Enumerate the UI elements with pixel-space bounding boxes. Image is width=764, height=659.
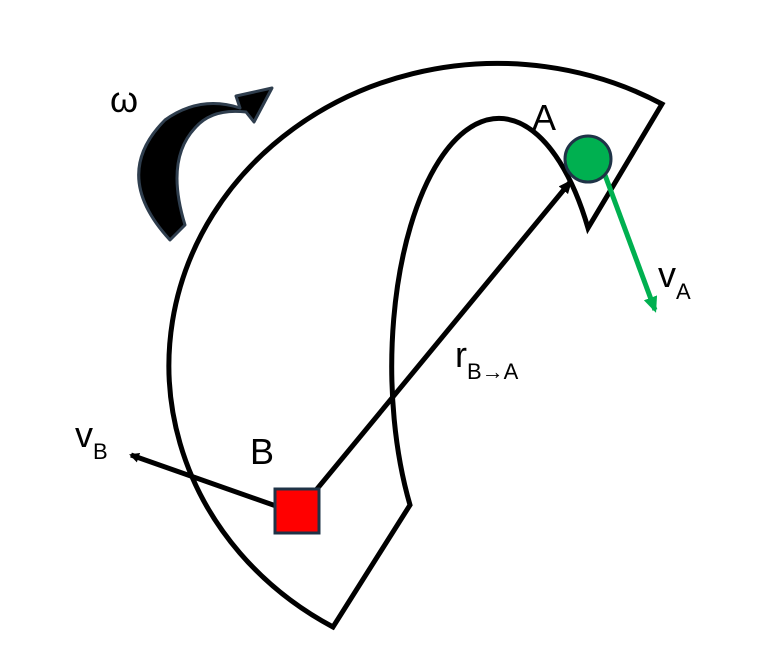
rigid-body-outline — [166, 60, 666, 631]
point-a-label: A — [532, 97, 556, 138]
point-b-label: B — [250, 431, 274, 472]
point-a-marker — [563, 134, 613, 184]
velocity-a-main: v — [658, 254, 676, 295]
position-vector-subscript: B→A — [467, 359, 519, 384]
velocity-vector-a — [602, 174, 658, 313]
omega-label: ω — [110, 79, 138, 120]
velocity-vector-b — [129, 452, 297, 516]
velocity-b-main: v — [75, 414, 93, 455]
position-vector-label: rB→A — [455, 334, 519, 384]
velocity-b-label: vB — [75, 414, 108, 464]
velocity-a-subscript: A — [676, 279, 691, 304]
velocity-a-label: vA — [658, 254, 691, 304]
point-b-marker — [273, 487, 321, 535]
rotation-arrow-icon — [137, 86, 274, 242]
position-vector-main: r — [455, 334, 467, 375]
position-vector-r — [296, 179, 573, 514]
velocity-b-subscript: B — [93, 439, 108, 464]
